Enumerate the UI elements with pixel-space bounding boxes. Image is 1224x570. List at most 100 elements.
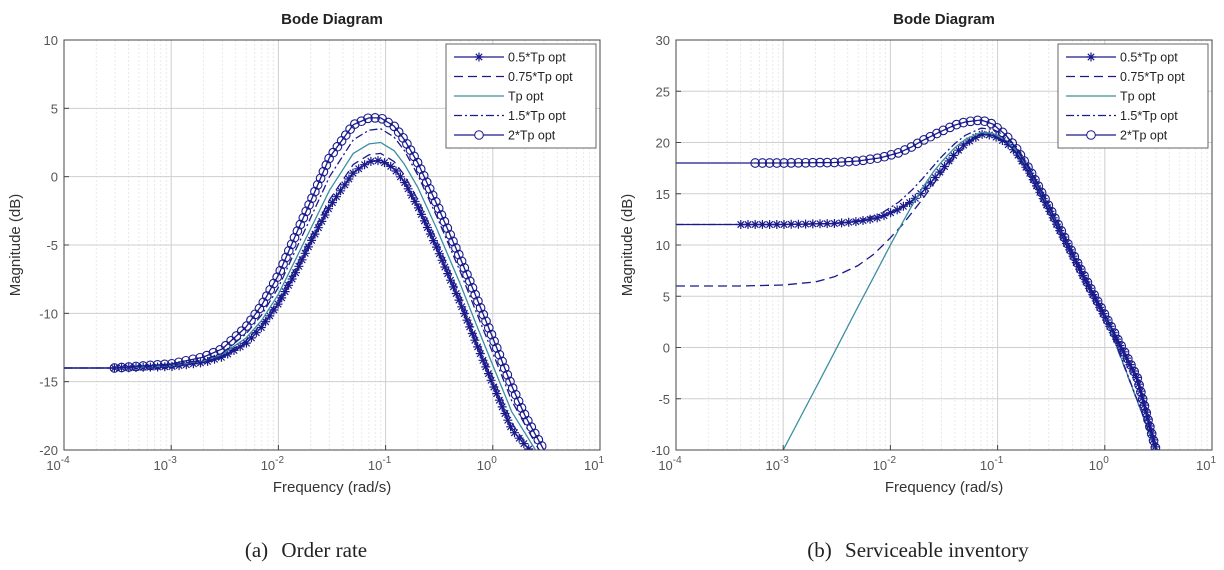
marker-star-lines [246,333,256,343]
marker-star [1025,168,1035,178]
marker-circle [1046,206,1057,217]
marker-star-lines [494,395,504,405]
marker-star-lines [344,174,354,184]
marker-star-lines [470,335,480,345]
legend: 0.5*Tp opt 0.75*Tp opt Tp opt 1.5*Tp opt 2*T… [1057,43,1209,149]
marker-star-lines [440,262,450,272]
marker-star-lines [261,317,271,327]
marker-star-lines [425,229,435,239]
marker-circle [505,376,515,387]
y-tick-label: -5 [658,392,670,407]
marker-circle [292,226,303,236]
marker-star [428,236,438,246]
marker-star [470,335,480,345]
marker-star [446,275,455,285]
marker-star-lines [510,428,519,438]
marker-circle [536,441,547,450]
x-tick-exponent: -3 [168,455,177,466]
marker-circle [886,149,897,160]
marker-star-lines [223,349,233,359]
marker-star-lines [210,354,219,364]
marker-circle [764,158,775,168]
marker-star-lines [1008,145,1018,155]
marker-circle [1122,353,1133,364]
marker-circle [499,363,510,373]
chart-panel-serviceable-inventory: Bode Diagram 10-4 10-3 10-2 10-1 100 101 30 25 20… [612,0,1224,570]
legend-entry-label: 0.75*Tp opt [508,70,573,84]
marker-star-lines [808,219,818,229]
marker-star [500,409,510,418]
marker-circle [298,213,309,223]
marker-star [492,389,502,399]
marker-star-lines [360,160,370,170]
marker-circle [318,166,329,177]
marker-circle [865,154,876,165]
x-tick-base: 10 [658,458,672,473]
marker-star [451,289,461,298]
marker-star [519,439,529,449]
marker-circle [451,243,461,253]
marker-circle [497,356,507,367]
marker-circle [275,265,286,276]
marker-star-lines [1125,360,1135,370]
x-tick-exponent: -1 [994,455,1003,466]
marker-circle [481,316,491,327]
marker-star-lines [280,287,290,297]
marker-star-lines [497,402,507,412]
marker-star [851,217,861,227]
legend-entry-label: 1.5*Tp opt [508,109,566,123]
marker-circle [304,199,314,210]
marker-star [930,173,940,182]
marker-circle [464,276,475,287]
caption-order-rate: (a) Order rate [0,538,612,563]
marker-star-lines [437,255,447,265]
marker-circle [836,157,847,167]
legend-marker-star [474,52,484,62]
x-tick-base: 10 [1089,458,1103,473]
marker-circle [430,196,441,207]
marker-star [373,156,383,166]
marker-star [1008,145,1018,155]
marker-star [360,160,370,170]
marker-circle [486,329,497,340]
marker-star-lines [403,184,413,194]
chart-title: Bode Diagram [281,11,383,28]
marker-circle [951,119,962,130]
marker-star [1095,302,1105,312]
marker-star [997,136,1007,145]
y-tick-label: -5 [46,238,58,253]
marker-star [457,302,467,312]
marker-star-lines [991,132,1001,142]
marker-star [440,262,450,272]
marker-circle [286,239,297,250]
marker-circle [370,113,380,123]
marker-star [898,201,908,211]
marker-star-lines [457,302,467,312]
marker-circle [997,127,1008,138]
marker-circle [363,113,373,124]
marker-star-lines [446,275,455,285]
x-tick-base: 10 [368,458,382,473]
marker-star [291,268,301,278]
marker-circle [829,157,840,168]
marker-star-lines [459,309,469,318]
marker-star [366,156,376,166]
marker-star-lines [366,156,376,166]
x-tick-base: 10 [477,458,491,473]
marker-star [434,249,444,259]
y-tick-label: 15 [656,187,670,202]
marker-star [256,323,266,332]
x-tick-base: 10 [980,458,994,473]
marker-star [273,299,283,309]
marker-star-lines [506,422,516,432]
x-tick-exponent: 0 [1103,455,1109,466]
marker-star [261,317,271,327]
marker-circle [1082,277,1093,288]
marker-star [1125,360,1135,370]
marker-circle [1136,387,1146,397]
x-tick-exponent: 1 [1210,455,1216,466]
marker-star [910,193,920,203]
x-tick-label: 10-2 [261,455,285,473]
marker-circle [757,158,768,168]
marker-star [1112,334,1122,344]
